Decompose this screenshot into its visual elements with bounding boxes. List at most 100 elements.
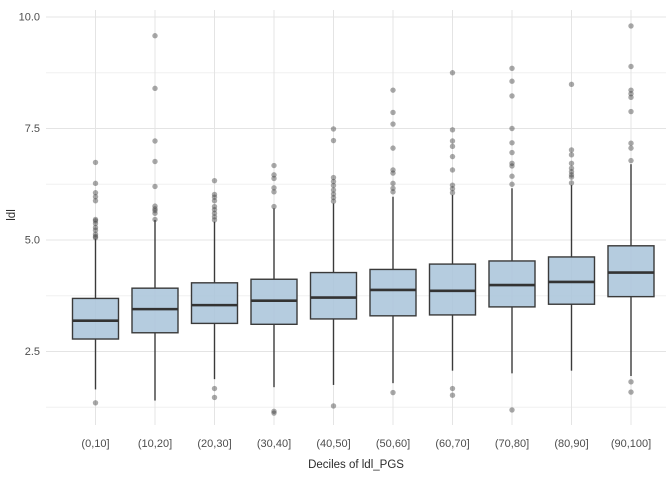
outlier-point <box>271 189 277 195</box>
outlier-point <box>568 180 575 186</box>
outlier-point <box>449 143 456 150</box>
outlier-point <box>92 194 99 200</box>
outlier-point <box>449 167 456 173</box>
outlier-point <box>509 140 515 146</box>
outlier-point <box>152 85 158 92</box>
y-tick-label: 2.5 <box>25 346 40 358</box>
outlier-point <box>92 216 99 223</box>
box-group <box>369 196 417 384</box>
outlier-point <box>628 108 634 115</box>
outlier-point <box>330 191 337 197</box>
y-axis-tick-labels: 10.0 7.5 5.0 2.5 <box>19 12 40 359</box>
outlier-point <box>92 159 99 166</box>
outlier-point <box>211 203 218 210</box>
outlier-point <box>628 23 634 29</box>
y-tick-label: 10.0 <box>19 12 40 24</box>
box-group <box>131 219 179 401</box>
x-axis-tick-labels: (0,10] (10,20] (20,30] (30,40] (40,50] (50,60… <box>81 438 651 450</box>
iqr-box <box>190 282 239 325</box>
y-axis-title: ldl <box>6 209 18 221</box>
outlier-point <box>509 65 515 71</box>
outlier-point <box>92 220 99 227</box>
outlier-point <box>152 207 158 214</box>
iqr-box <box>369 268 417 317</box>
outlier-point <box>271 410 277 416</box>
outlier-point <box>628 91 634 97</box>
outlier-points <box>92 23 634 416</box>
outlier-point <box>390 180 396 187</box>
outlier-point <box>390 145 396 151</box>
outlier-point <box>92 233 99 240</box>
outlier-point <box>271 175 277 182</box>
outlier-point <box>152 158 158 165</box>
iqr-box <box>428 263 477 316</box>
outlier-point <box>449 70 456 76</box>
y-tick-label: 7.5 <box>25 123 40 135</box>
outlier-point <box>271 408 277 414</box>
outlier-point <box>568 169 575 175</box>
box-group <box>250 208 298 388</box>
outlier-point <box>92 231 99 237</box>
outlier-point <box>211 210 218 216</box>
outlier-point <box>628 379 634 385</box>
outlier-point <box>568 160 575 166</box>
outlier-point <box>568 174 575 180</box>
box-group <box>607 164 655 377</box>
x-tick-label: (90,100] <box>611 438 651 450</box>
outlier-point <box>211 191 218 198</box>
outlier-point <box>152 138 158 144</box>
outlier-point <box>211 214 218 220</box>
outlier-point <box>509 125 515 132</box>
box-group <box>428 194 477 371</box>
outlier-point <box>449 392 456 398</box>
outlier-point <box>628 94 634 100</box>
outlier-point <box>330 174 337 181</box>
x-tick-label: (40,50] <box>316 438 350 450</box>
outlier-point <box>211 177 218 184</box>
outlier-point <box>628 140 634 146</box>
x-tick-label: (70,80] <box>495 438 529 450</box>
outlier-point <box>390 185 396 191</box>
outlier-point <box>449 127 456 133</box>
outlier-point <box>628 157 634 164</box>
x-axis-title: Deciles of ldl_PGS <box>308 459 404 471</box>
x-tick-label: (80,90] <box>554 438 588 450</box>
outlier-point <box>92 235 99 241</box>
outlier-point <box>211 198 218 204</box>
x-tick-label: (20,30] <box>197 438 231 450</box>
outlier-point <box>92 198 99 204</box>
outlier-point <box>509 181 515 187</box>
outlier-point <box>628 87 634 93</box>
outlier-point <box>211 206 218 213</box>
box-group <box>190 221 239 380</box>
outlier-point <box>211 194 218 200</box>
outlier-point <box>390 170 396 176</box>
outlier-point <box>211 217 218 223</box>
iqr-box <box>71 297 120 340</box>
outlier-point <box>330 187 337 193</box>
outlier-point <box>92 190 99 196</box>
outlier-point <box>92 400 99 406</box>
outlier-point <box>390 109 396 116</box>
outlier-point <box>390 121 396 127</box>
box-group <box>488 188 536 374</box>
outlier-point <box>271 162 277 169</box>
outlier-point <box>330 194 337 201</box>
outlier-point <box>330 403 337 409</box>
outlier-point <box>449 385 456 392</box>
outlier-point <box>152 203 158 209</box>
outlier-point <box>628 145 634 151</box>
gridlines-major <box>46 16 666 352</box>
gridlines-vertical <box>95 10 632 425</box>
box-group <box>547 185 596 371</box>
iqr-box <box>309 271 358 320</box>
box-group <box>71 239 120 390</box>
outlier-point <box>330 178 337 185</box>
outlier-point <box>92 224 99 231</box>
x-tick-label: (30,40] <box>257 438 291 450</box>
outlier-point <box>330 182 337 189</box>
outlier-point <box>509 163 515 169</box>
outlier-point <box>390 167 396 173</box>
outlier-point <box>211 385 218 392</box>
